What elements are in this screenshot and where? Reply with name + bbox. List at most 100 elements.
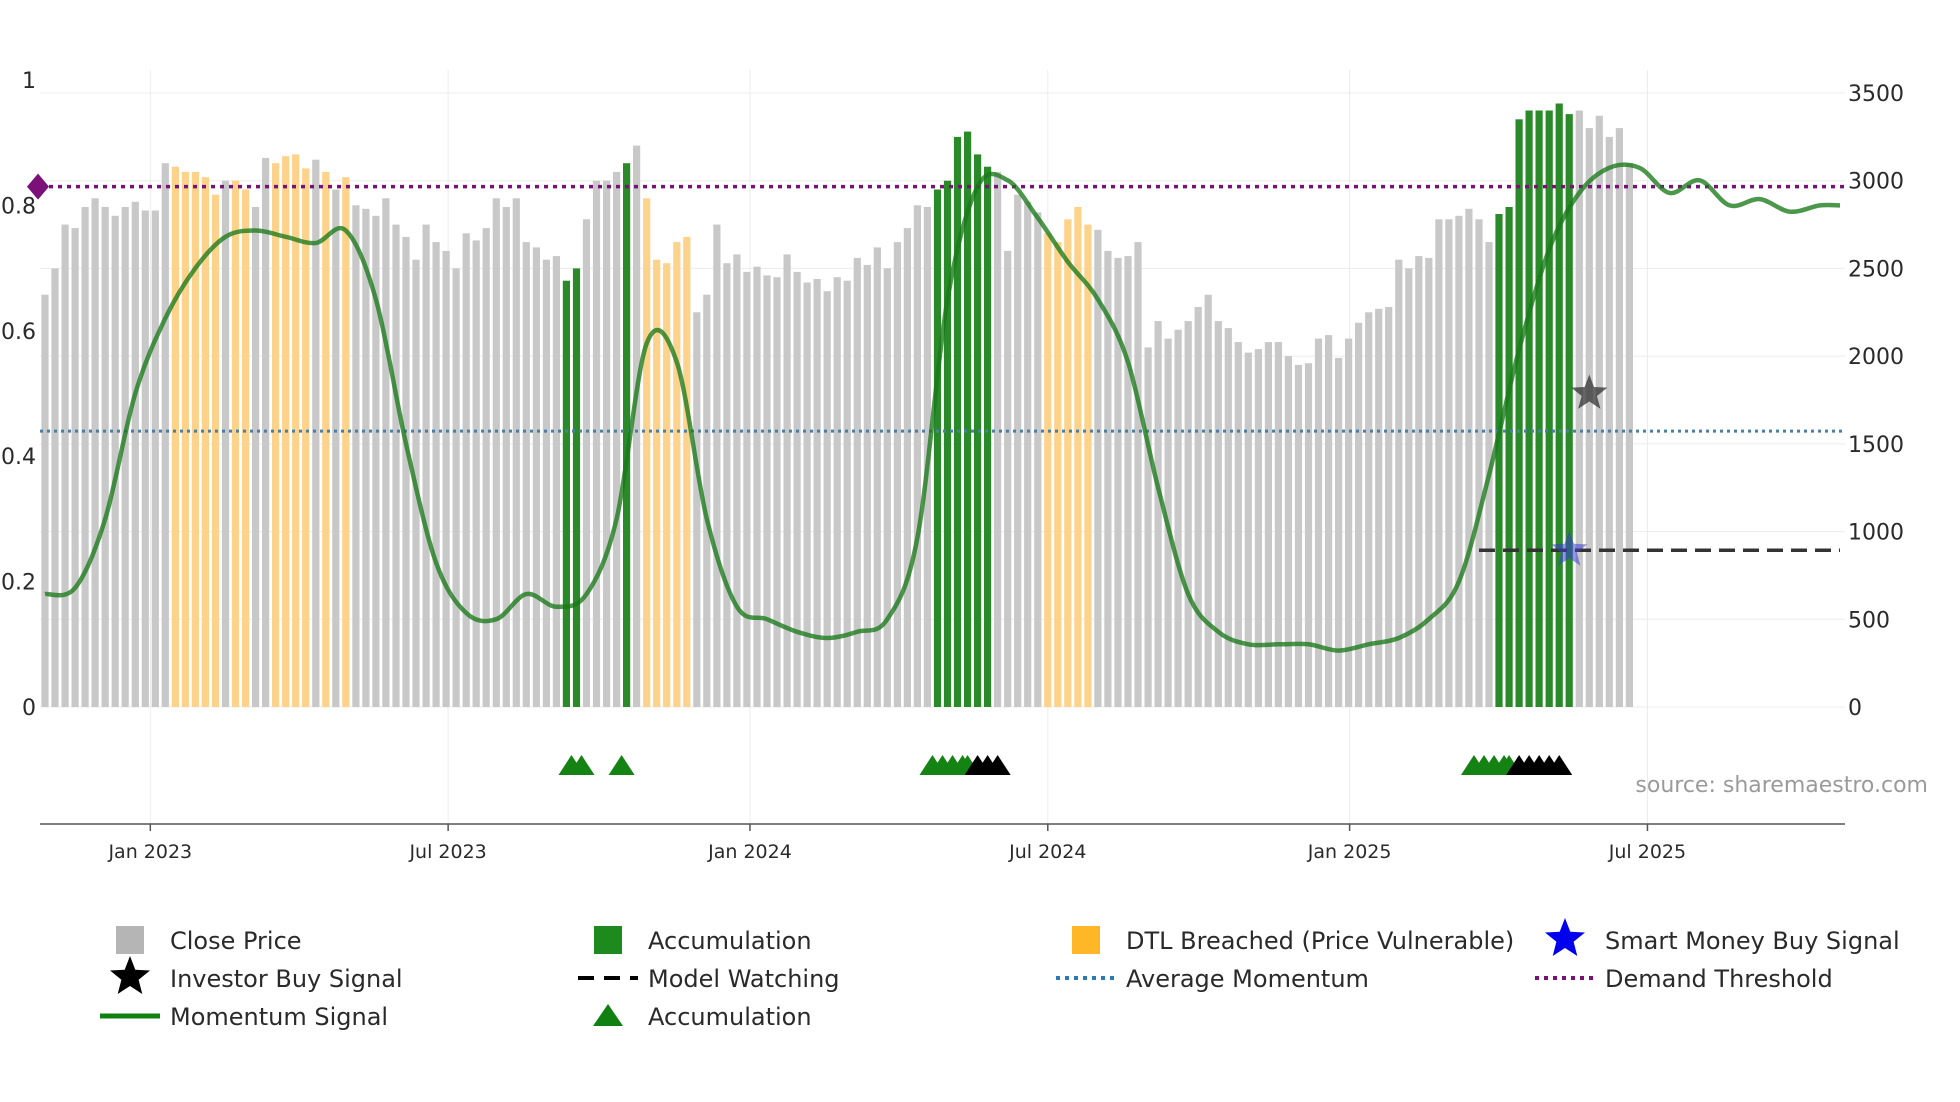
bar-gray	[392, 224, 400, 707]
bar-green	[1565, 114, 1573, 708]
legend-label: Investor Buy Signal	[170, 965, 403, 993]
bar-gray	[362, 208, 370, 708]
bar-orange	[653, 259, 661, 707]
bar-gray	[603, 180, 611, 707]
bar-green	[1515, 119, 1523, 708]
bar-gray	[1475, 219, 1483, 708]
bar-orange	[181, 171, 189, 707]
bar-gray	[1134, 242, 1142, 707]
bar-gray	[1355, 322, 1363, 707]
right-y-axis: 0 500 1000 1500 2000 2500 3000 3500	[1848, 82, 1904, 721]
bar-gray	[81, 207, 89, 707]
bar-green	[943, 180, 952, 707]
bar-gray	[803, 282, 811, 707]
bar-gray	[1294, 364, 1303, 707]
bar-orange	[242, 189, 250, 707]
bar-gray	[1435, 219, 1443, 708]
bar-green	[1535, 110, 1543, 707]
legend-label: Demand Threshold	[1605, 965, 1833, 993]
bar-orange	[1044, 233, 1052, 708]
bar-gray	[432, 242, 440, 707]
bar-gray	[121, 207, 129, 707]
bar-gray	[1365, 312, 1373, 707]
bar-green	[623, 163, 631, 707]
bar-gray	[352, 205, 360, 708]
legend-label: Accumulation	[648, 927, 812, 955]
x-axis: Jan 2023 Jul 2023 Jan 2024 Jul 2024 Jan 2025…	[40, 823, 1845, 863]
x-tick-label: Jan 2023	[107, 841, 192, 863]
legend-label: Accumulation	[648, 1003, 812, 1031]
accumulation-marker-green	[568, 755, 595, 775]
legend-label: Model Watching	[648, 965, 840, 993]
bar-gray	[1615, 128, 1623, 708]
bar-gray	[813, 279, 821, 707]
bar-green	[953, 136, 962, 707]
left-tick-label: 0.4	[1, 445, 36, 470]
bar-gray	[522, 242, 530, 707]
bar-green	[974, 154, 982, 707]
left-y-axis: 0 0.2 0.4 0.6 0.8 1	[1, 69, 36, 721]
bar-gray	[502, 207, 510, 707]
bar-gray	[512, 198, 520, 708]
x-tick-label: Jan 2024	[707, 841, 792, 863]
bar-gray	[1335, 357, 1343, 707]
bar-gray	[833, 277, 841, 707]
legend-item: Momentum Signal	[100, 1003, 388, 1031]
bar-orange	[191, 171, 199, 707]
bar-gray	[151, 210, 159, 707]
bar-gray	[1445, 219, 1453, 708]
bar-gray	[1214, 321, 1222, 707]
bar-orange	[272, 163, 280, 707]
bar-gray	[1234, 342, 1242, 707]
bar-gray	[703, 294, 711, 707]
bar-gray	[1174, 329, 1182, 707]
bar-gray	[1034, 212, 1042, 708]
left-tick-label: 0.2	[1, 571, 36, 596]
bar-gray	[994, 171, 1002, 707]
bar-orange	[1054, 242, 1062, 707]
bar-gray	[582, 219, 591, 708]
bar-green	[964, 131, 972, 708]
bar-gray	[542, 259, 550, 707]
bar-gray	[532, 247, 540, 707]
source-label: source: sharemaestro.com	[1635, 773, 1928, 798]
bar-gray	[1605, 136, 1613, 707]
bar-gray	[111, 215, 119, 708]
bar-orange	[1064, 219, 1072, 708]
bar-gray	[1224, 328, 1232, 707]
legend-item: DTL Breached (Price Vulnerable)	[1072, 926, 1514, 955]
bar-gray	[1274, 342, 1282, 707]
bar-gray	[1375, 308, 1383, 707]
bar-gray	[1575, 110, 1583, 707]
x-tick-label: Jul 2025	[1608, 841, 1686, 863]
bar-gray	[1425, 257, 1433, 707]
accumulation-marker-black	[984, 755, 1011, 775]
bar-gray	[823, 291, 831, 707]
bar-gray	[913, 205, 921, 708]
bar-gray	[402, 236, 410, 707]
bar-gray	[853, 257, 861, 707]
right-tick-label: 1500	[1848, 433, 1904, 458]
close-price-bars	[41, 103, 1633, 708]
bar-gray	[71, 228, 79, 707]
bar-gray	[1244, 352, 1252, 707]
accumulation-marker-black	[1546, 755, 1573, 775]
bar-gray	[252, 207, 260, 707]
bar-green	[1525, 110, 1533, 707]
bar-green	[572, 268, 581, 707]
legend: Close Price Accumulation DTL Breached (Pri…	[100, 918, 1900, 1031]
bar-gray	[552, 256, 560, 707]
signal-points	[27, 173, 1608, 566]
smart-money-buy-star-icon	[1551, 531, 1588, 566]
bar-gray	[51, 268, 59, 707]
x-tick-label: Jul 2023	[408, 841, 486, 863]
bar-gray	[1144, 347, 1152, 707]
bar-gray	[1114, 257, 1122, 707]
left-tick-label: 1	[22, 69, 36, 94]
smart-money-star-icon	[1545, 918, 1585, 956]
legend-label: Momentum Signal	[170, 1003, 388, 1031]
right-tick-label: 1000	[1848, 521, 1904, 546]
legend-label: DTL Breached (Price Vulnerable)	[1126, 927, 1514, 955]
right-tick-label: 2000	[1848, 345, 1904, 370]
